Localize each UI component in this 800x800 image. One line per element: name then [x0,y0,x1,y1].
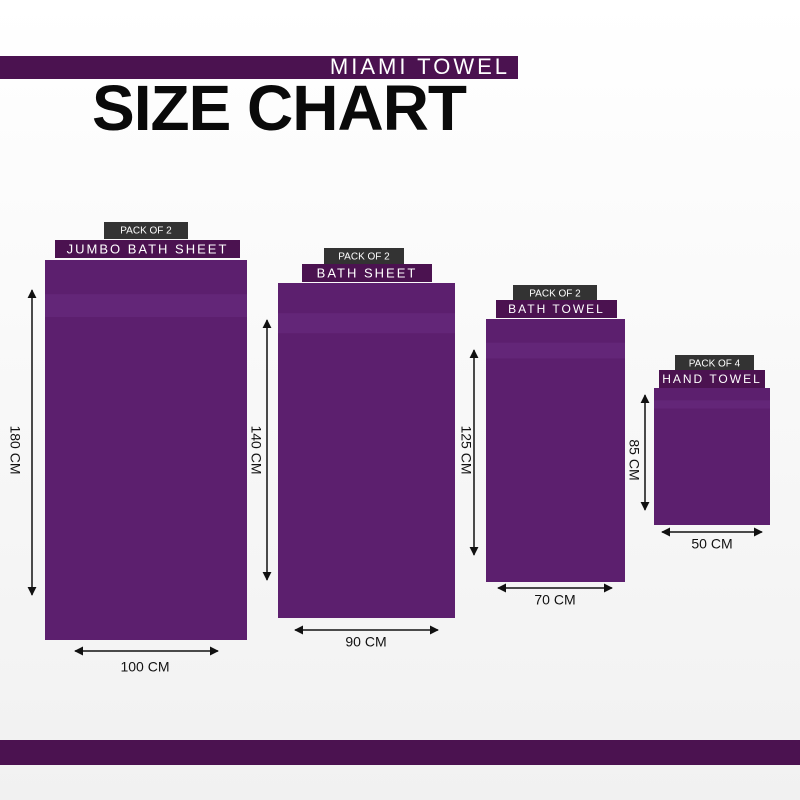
name-band [496,300,617,318]
towel [654,388,770,525]
towel [45,260,247,640]
height-label: 140 CM [248,425,264,474]
header-band [0,56,518,79]
width-label: 50 CM [691,536,732,552]
pack-label: PACK OF 4 [689,359,741,370]
brand: MIAMI TOWEL [330,54,510,79]
pack-label: PACK OF 2 [529,289,581,300]
name-band [55,240,240,258]
towels: PACK OF 2 JUMBO BATH SHEET 180 CM 100 CM PAC… [7,222,770,675]
pack-tag [324,248,404,265]
height-label: 85 CM [626,439,642,480]
pack-tag [513,285,597,302]
towel-name: BATH TOWEL [508,302,605,316]
pack-tag [104,222,188,239]
height-label: 180 CM [7,425,23,474]
pack-label: PACK OF 2 [338,252,390,263]
towel-name: HAND TOWEL [662,372,762,386]
towel-fold [45,294,247,317]
towel-fold [486,342,625,359]
towel [278,283,455,618]
name-band [302,264,432,282]
towel [486,319,625,582]
footer-band [0,740,800,765]
towel-fold [278,313,455,334]
width-label: 90 CM [345,634,386,650]
width-label: 100 CM [120,659,169,675]
towel-fold [654,400,770,409]
pack-tag [675,355,754,372]
title: SIZE CHART [92,72,467,144]
towel-name: JUMBO BATH SHEET [67,241,229,256]
pack-label: PACK OF 2 [120,226,172,237]
name-band [659,370,765,388]
towel-name: BATH SHEET [317,265,418,280]
width-label: 70 CM [534,592,575,608]
height-label: 125 CM [458,425,474,474]
